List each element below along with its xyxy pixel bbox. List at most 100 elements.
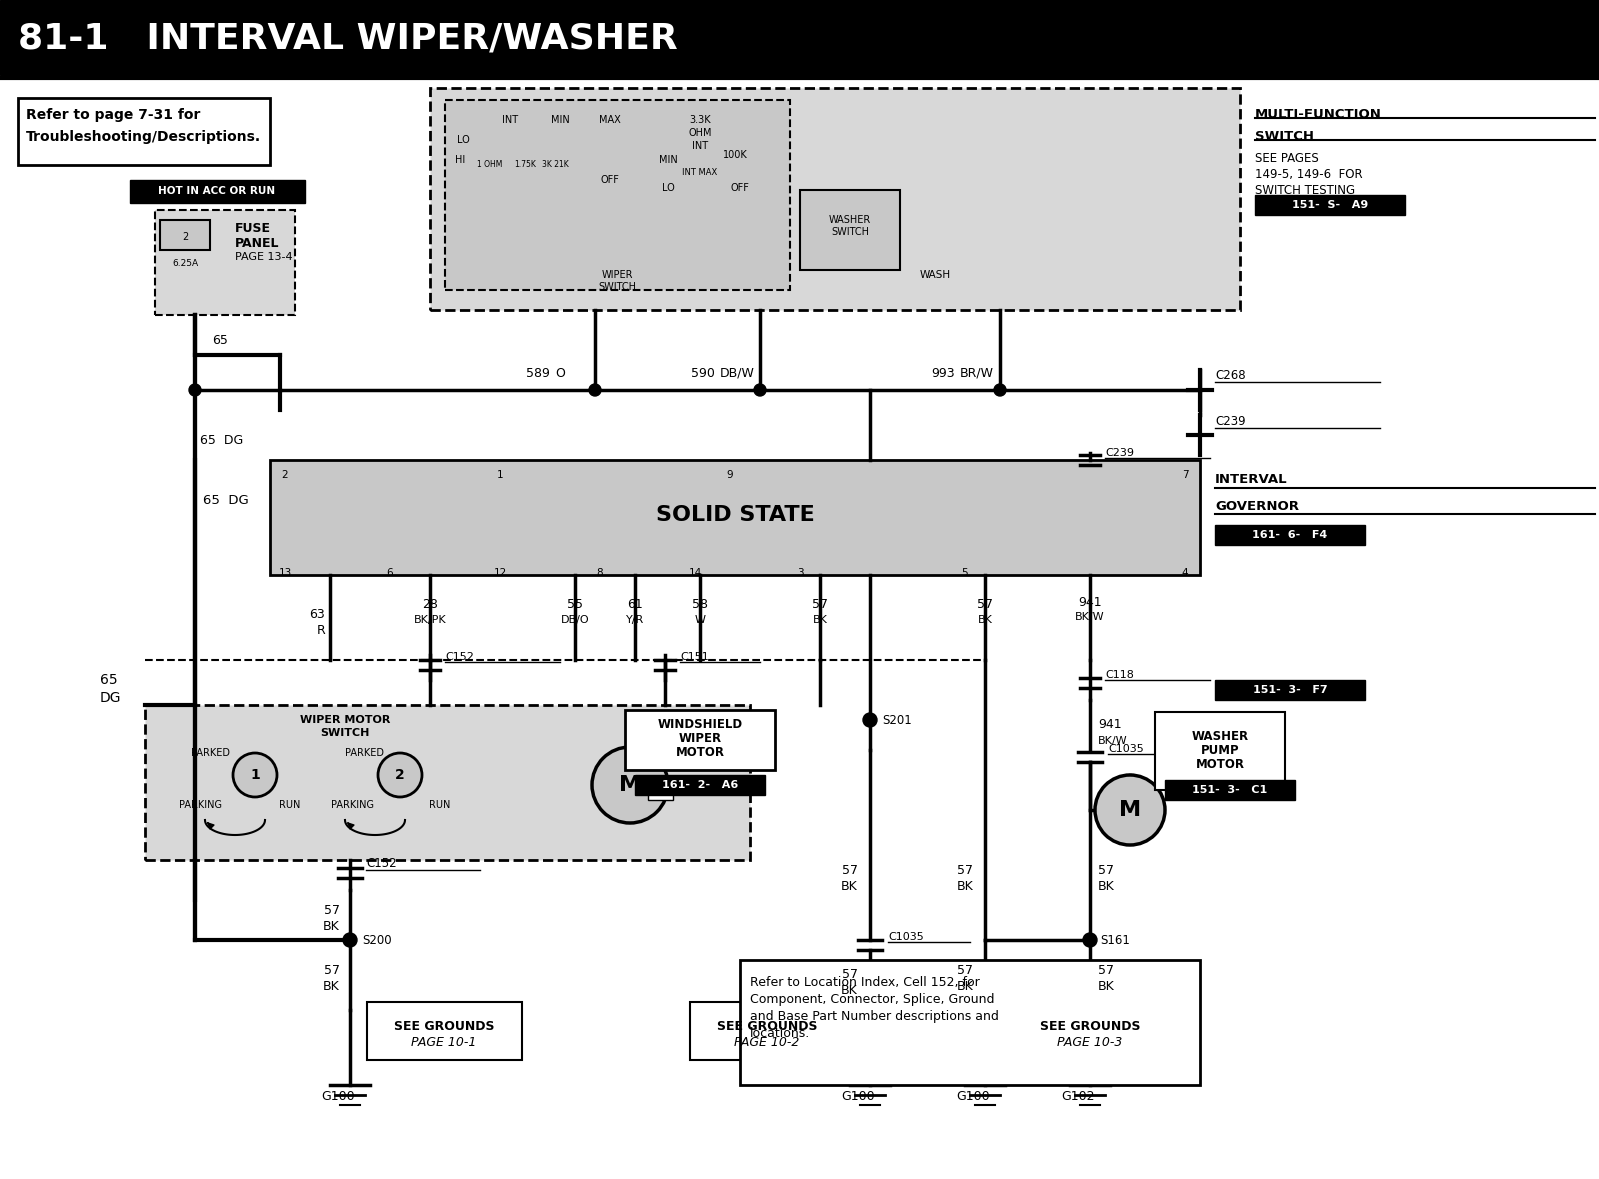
Text: BK: BK: [841, 984, 859, 997]
Text: PAGE 10-3: PAGE 10-3: [1057, 1036, 1122, 1049]
Text: WIPER
SWITCH: WIPER SWITCH: [598, 270, 636, 291]
Text: C152: C152: [445, 652, 473, 661]
Circle shape: [233, 753, 277, 797]
Text: 4: 4: [1182, 568, 1188, 578]
Text: C: C: [657, 784, 664, 793]
Text: O: O: [555, 367, 564, 380]
Text: 7: 7: [1182, 470, 1188, 480]
Text: BK: BK: [323, 920, 341, 933]
Text: 3: 3: [796, 568, 803, 578]
Text: INT: INT: [692, 141, 708, 151]
Text: MAX: MAX: [600, 116, 620, 125]
Text: C239: C239: [1105, 448, 1134, 457]
Text: 1.75K: 1.75K: [513, 160, 536, 169]
Circle shape: [995, 384, 1006, 396]
Text: MULTI-FUNCTION: MULTI-FUNCTION: [1255, 108, 1382, 121]
Text: 57: 57: [325, 903, 341, 916]
Text: C118: C118: [1105, 670, 1134, 680]
Text: BK: BK: [977, 615, 993, 625]
Bar: [368, 1002, 521, 1060]
Text: 57: 57: [843, 863, 859, 876]
Circle shape: [588, 384, 601, 396]
Text: 151-  3-   F7: 151- 3- F7: [1252, 685, 1327, 694]
Text: OFF: OFF: [601, 174, 619, 185]
Text: 3K 21K: 3K 21K: [542, 160, 568, 169]
Bar: [1215, 680, 1366, 700]
Bar: [1011, 1002, 1170, 1060]
Bar: [18, 98, 270, 165]
Text: 2: 2: [281, 470, 288, 480]
Text: INTERVAL: INTERVAL: [1215, 473, 1287, 486]
Text: SWITCH TESTING: SWITCH TESTING: [1255, 184, 1354, 197]
Bar: [740, 960, 1199, 1085]
Text: 65  DG: 65 DG: [203, 494, 249, 507]
Text: 6.25A: 6.25A: [173, 259, 198, 269]
Text: INT: INT: [502, 116, 518, 125]
Text: 1: 1: [497, 470, 504, 480]
Text: 63: 63: [309, 608, 325, 621]
Text: DB/O: DB/O: [561, 615, 590, 625]
Text: C152: C152: [366, 857, 397, 870]
Text: 57: 57: [1099, 963, 1115, 976]
Text: PAGE 10-1: PAGE 10-1: [411, 1036, 477, 1049]
Text: C1035: C1035: [887, 933, 924, 942]
Text: PANEL: PANEL: [235, 237, 280, 250]
Text: G100: G100: [956, 1091, 990, 1104]
Text: 55: 55: [568, 599, 584, 612]
Text: 1: 1: [249, 768, 261, 782]
Text: 151-  3-   C1: 151- 3- C1: [1193, 785, 1268, 795]
Text: PUMP: PUMP: [1201, 744, 1239, 757]
Text: 5: 5: [961, 568, 969, 578]
Text: OFF: OFF: [731, 183, 750, 193]
Text: 1 OHM: 1 OHM: [478, 160, 502, 169]
Text: HOT IN ACC OR RUN: HOT IN ACC OR RUN: [158, 186, 275, 196]
Text: BK: BK: [323, 980, 341, 993]
Circle shape: [592, 747, 668, 823]
Text: Component, Connector, Splice, Ground: Component, Connector, Splice, Ground: [750, 993, 995, 1006]
Bar: [1215, 525, 1366, 545]
Text: SWITCH: SWITCH: [1255, 130, 1314, 143]
Text: 100K: 100K: [723, 150, 747, 160]
Text: G100: G100: [321, 1091, 355, 1104]
Circle shape: [1083, 933, 1097, 947]
Text: PAGE 10-2: PAGE 10-2: [734, 1036, 800, 1049]
Text: 57: 57: [812, 599, 828, 612]
Text: Refer to page 7-31 for: Refer to page 7-31 for: [26, 108, 200, 121]
Text: MOTOR: MOTOR: [675, 746, 724, 759]
Text: 28: 28: [422, 599, 438, 612]
Text: 58: 58: [692, 599, 708, 612]
Circle shape: [189, 384, 201, 396]
Text: BK: BK: [956, 980, 974, 993]
Text: locations.: locations.: [750, 1027, 811, 1040]
Bar: [1166, 780, 1295, 801]
Circle shape: [863, 713, 876, 727]
Text: C151: C151: [680, 652, 708, 661]
Text: 57: 57: [843, 968, 859, 981]
Bar: [430, 88, 1239, 310]
Text: SOLID STATE: SOLID STATE: [656, 505, 814, 525]
Text: LO: LO: [457, 136, 470, 145]
Text: 3.3K: 3.3K: [689, 116, 712, 125]
Text: 589: 589: [526, 367, 550, 380]
Text: 81-1   INTERVAL WIPER/WASHER: 81-1 INTERVAL WIPER/WASHER: [18, 21, 678, 55]
Text: BK/PK: BK/PK: [414, 615, 446, 625]
Text: PAGE 13-4: PAGE 13-4: [235, 252, 293, 262]
Text: SEE PAGES: SEE PAGES: [1255, 152, 1319, 165]
Text: 65: 65: [101, 673, 118, 687]
Bar: [160, 220, 209, 250]
Text: MOTOR: MOTOR: [1196, 758, 1244, 771]
Text: SEE GROUNDS: SEE GROUNDS: [393, 1020, 494, 1033]
Bar: [146, 705, 750, 859]
Bar: [270, 460, 1199, 575]
Text: PARKING: PARKING: [331, 801, 374, 810]
Bar: [625, 710, 776, 770]
Text: 57: 57: [956, 963, 974, 976]
Circle shape: [1095, 775, 1166, 845]
Text: 14: 14: [689, 568, 702, 578]
Text: SEE GROUNDS: SEE GROUNDS: [716, 1020, 817, 1033]
Text: RUN: RUN: [280, 801, 301, 810]
Text: S201: S201: [883, 713, 911, 726]
Text: 57: 57: [1099, 863, 1115, 876]
Text: SEE GROUNDS: SEE GROUNDS: [1039, 1020, 1140, 1033]
Text: BR/W: BR/W: [959, 367, 995, 380]
